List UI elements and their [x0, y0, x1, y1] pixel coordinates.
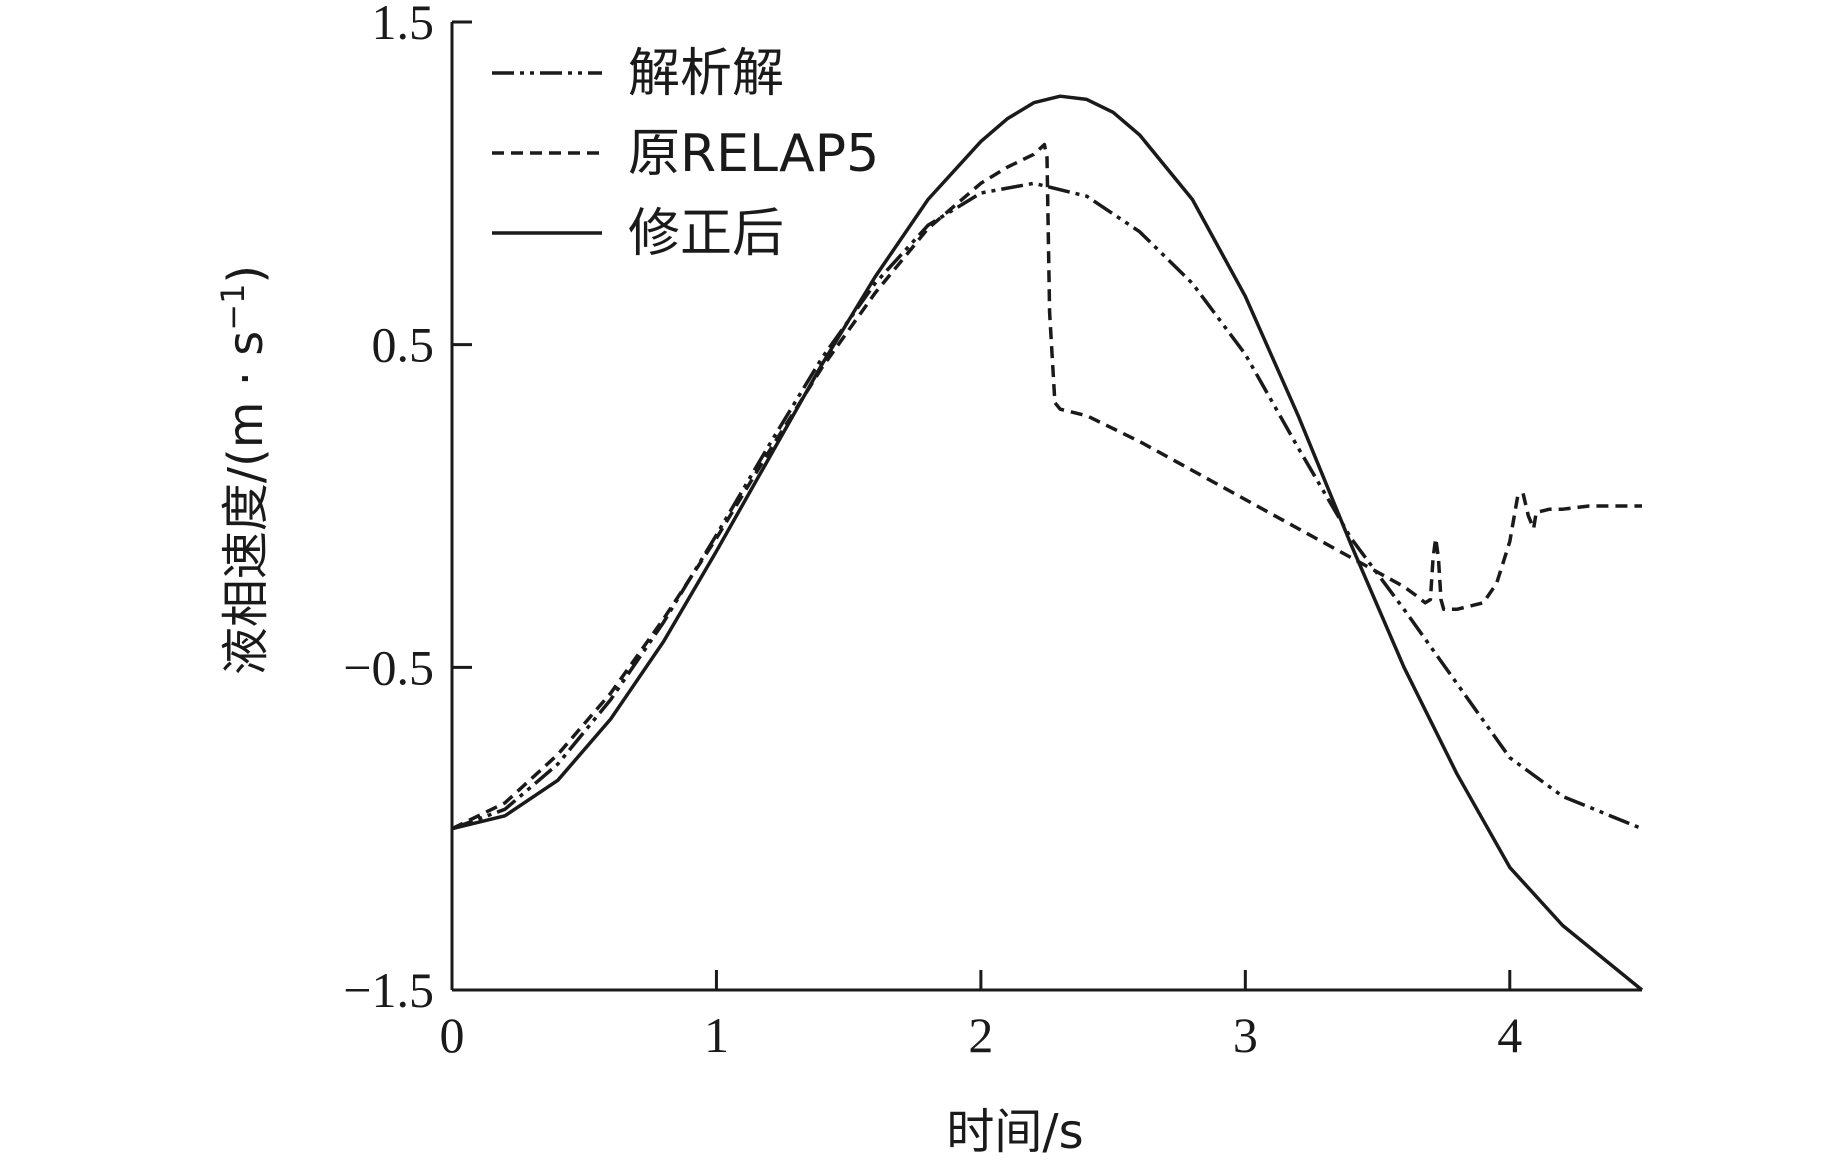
series-line-0	[451, 181, 1643, 831]
y-axis-title: 液相速度/(m · s−1)	[214, 265, 274, 675]
y-tick-label: −1.5	[343, 962, 434, 1018]
y-axis-title-close: )	[218, 265, 274, 284]
series-line-2	[451, 94, 1644, 992]
x-tick-label: 2	[968, 1007, 993, 1063]
x-axis-title: 时间/s	[946, 1104, 1083, 1160]
y-tick-label: 1.5	[372, 0, 435, 50]
x-tick-label: 0	[440, 1007, 465, 1063]
ticks-layer: 0 1 2 3 4 1.5 0.5 −0.5 −1.5	[343, 0, 1522, 1063]
series-line-1	[451, 142, 1642, 831]
x-tick-label: 4	[1497, 1007, 1522, 1063]
legend-label: 解析解	[628, 44, 784, 104]
legend-label: 修正后	[628, 204, 784, 264]
axes-layer	[450, 22, 1642, 992]
y-tick-label: 0.5	[372, 317, 435, 373]
x-tick-label: 3	[1233, 1007, 1258, 1063]
y-axis-title-superscript: −1	[214, 284, 252, 331]
y-tick-label: −0.5	[343, 639, 434, 695]
series-layer	[451, 94, 1644, 992]
y-axis-title-main: 液相速度/(m · s	[218, 331, 274, 675]
x-tick-label: 1	[704, 1007, 729, 1063]
legend-label: 原RELAP5	[628, 124, 879, 184]
